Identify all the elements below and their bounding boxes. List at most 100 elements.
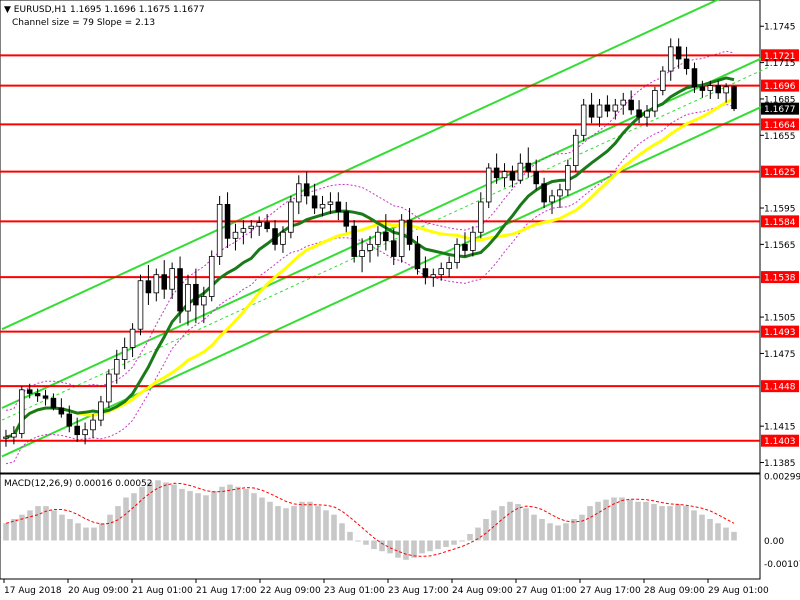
candle-body (731, 86, 737, 110)
candle-body (572, 134, 579, 167)
macd-bar (523, 508, 529, 541)
price-tick-label: 1.1595 (764, 205, 796, 215)
chart-header-symbol: ▼ EURUSD,H1 (4, 5, 67, 15)
macd-bar (411, 540, 417, 558)
candle-body (580, 104, 587, 136)
macd-bar (307, 501, 313, 541)
macd-bar (483, 518, 489, 541)
macd-bar (51, 510, 57, 541)
candle-body (82, 429, 88, 436)
macd-bar (91, 527, 97, 541)
candle-body (383, 231, 389, 242)
level-label: 1.1625 (764, 168, 796, 178)
channel-upper-line (1, 0, 720, 331)
macd-bar (171, 484, 177, 541)
candle-body (660, 70, 666, 91)
candle-body (232, 231, 239, 239)
level-label: 1.1493 (764, 328, 796, 338)
candle-body (327, 201, 334, 205)
candle-body (478, 201, 484, 233)
candle-body (509, 171, 516, 181)
level-label-bg (761, 49, 799, 62)
candle-body (145, 280, 152, 294)
price-tick-label: 1.1505 (764, 314, 796, 324)
channel-info: Channel size = 79 Slope = 2.13 (12, 18, 155, 28)
support-resistance-levels: 1.1721 1.1696 1.1664 1.1625 1.1584 1.1538 1.14… (0, 49, 799, 447)
macd-histogram (3, 480, 737, 560)
candle-body (248, 225, 255, 230)
candle-body (34, 393, 41, 397)
candle-body (201, 296, 207, 306)
macd-bar (611, 497, 617, 541)
candle-body (256, 222, 262, 227)
price-tick-label: 1.1715 (764, 59, 796, 69)
macd-bar (131, 493, 137, 541)
level-label: 1.1403 (764, 437, 796, 447)
candle-body (272, 228, 278, 245)
macd-bar (587, 506, 593, 541)
macd-bar (547, 523, 553, 541)
macd-bar (147, 482, 153, 541)
macd-tick-label: 0.00 (764, 537, 784, 547)
macd-bar (315, 506, 321, 541)
moving-averages (5, 76, 735, 439)
macd-bar (339, 523, 345, 541)
macd-bar (691, 510, 697, 541)
macd-bar (115, 506, 121, 541)
time-tick-label: 20 Aug 09:00 (68, 586, 129, 596)
candle-body (335, 201, 342, 213)
candle-body (42, 395, 49, 399)
candle-body (343, 211, 350, 227)
candle-body (430, 274, 437, 278)
time-axis: 17 Aug 2018 20 Aug 09:00 21 Aug 01:00 21 Au… (3, 579, 769, 596)
candle-body (11, 433, 17, 438)
candle-body (295, 183, 302, 203)
macd-tick-label: -0.00107 (764, 560, 800, 570)
macd-signal-line (5, 482, 735, 557)
candle-body (691, 68, 698, 88)
candle-body (113, 359, 120, 375)
macd-bar (435, 540, 441, 550)
level-label: 1.1584 (764, 218, 796, 228)
macd-bar (395, 540, 401, 558)
candle-body (557, 189, 563, 197)
macd-bar (3, 523, 9, 541)
candle-body (264, 222, 270, 230)
macd-bar (75, 523, 81, 541)
candle-body (446, 262, 452, 270)
candle-body (644, 110, 650, 118)
time-tick-label: 23 Aug 17:00 (388, 586, 449, 596)
level-label-bg (761, 434, 799, 447)
candle-body (129, 328, 136, 348)
level-label: 1.1721 (764, 52, 796, 62)
candle-body (612, 104, 619, 112)
candle-body (398, 219, 405, 257)
time-tick-label: 21 Aug 01:00 (132, 586, 193, 596)
macd-bar (459, 540, 465, 542)
macd-bar (731, 531, 737, 541)
time-tick-label: 27 Aug 01:00 (516, 586, 577, 596)
macd-bar (27, 510, 33, 541)
candle-body (185, 283, 191, 312)
candle-body (106, 373, 112, 403)
macd-bar (427, 540, 433, 552)
macd-bar (203, 495, 209, 541)
macd-bar (499, 506, 505, 541)
candle-body (699, 86, 706, 91)
candle-body (153, 274, 160, 294)
candle-body (177, 268, 183, 312)
candle-body (470, 231, 476, 251)
level-label-bg (761, 380, 799, 393)
macd-bar (123, 497, 129, 541)
macd-bar (475, 527, 481, 541)
macd-bar (531, 514, 537, 541)
level-label: 1.1664 (764, 121, 796, 131)
macd-axis: 0.00299 0.00 -0.00107 (764, 473, 800, 570)
level-label-bg (761, 215, 799, 228)
macd-bar (379, 540, 385, 552)
macd-bar (331, 514, 337, 541)
candlesticks (3, 38, 737, 447)
candle-body (193, 283, 199, 306)
candle-body (675, 46, 682, 60)
candle-body (596, 104, 603, 118)
